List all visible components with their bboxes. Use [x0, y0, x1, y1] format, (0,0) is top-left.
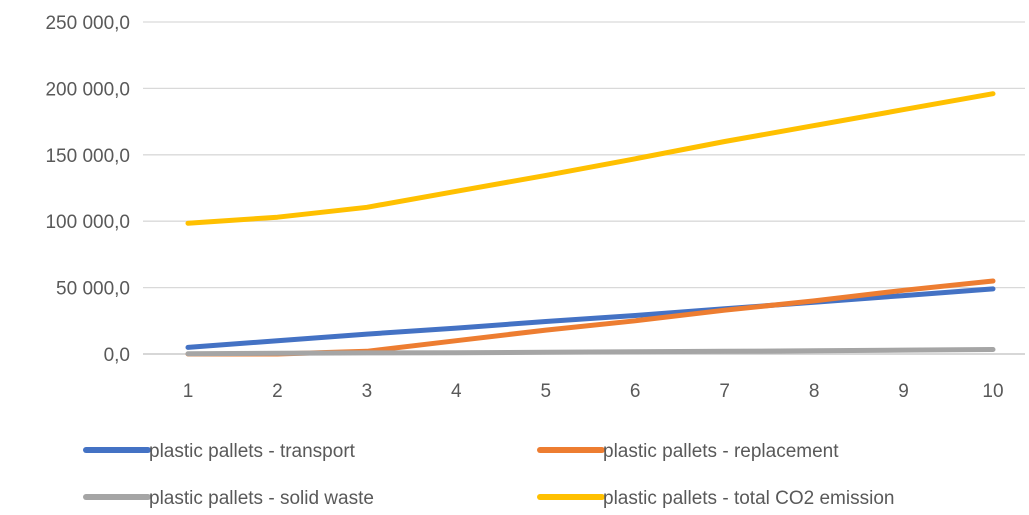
series-line-plastic-pallets-solid-waste: [185, 347, 996, 357]
x-tick-label: 1: [183, 381, 194, 402]
x-tick-label: 6: [630, 381, 641, 402]
gridlines: [143, 21, 1025, 355]
legend-label: plastic pallets - solid waste: [149, 488, 374, 509]
x-tick-label: 2: [272, 381, 283, 402]
x-tick-label: 4: [451, 381, 462, 402]
y-tick-label: 50 000,0: [56, 279, 130, 300]
y-axis-tick-labels: 0,0 50 000,0 100 000,0 150 000,0 200 000,0 25…: [45, 13, 130, 366]
y-tick-label: 0,0: [104, 345, 130, 366]
legend-label: plastic pallets - replacement: [603, 441, 839, 462]
series-lines: [185, 91, 996, 357]
x-axis-tick-labels: 1 2 3 4 5 6 7 8 9 10: [183, 381, 1004, 402]
legend-label: plastic pallets - total CO2 emission: [603, 488, 894, 509]
y-tick-label: 200 000,0: [45, 79, 130, 100]
x-tick-label: 8: [809, 381, 820, 402]
legend-label: plastic pallets - transport: [149, 441, 356, 462]
y-tick-label: 150 000,0: [45, 146, 130, 167]
y-tick-label: 100 000,0: [45, 212, 130, 233]
series-line-plastic-pallets-total-co2-emission: [185, 91, 996, 226]
x-tick-label: 9: [898, 381, 909, 402]
y-tick-label: 250 000,0: [45, 13, 130, 34]
x-tick-label: 10: [982, 381, 1003, 402]
x-tick-label: 5: [540, 381, 551, 402]
x-tick-label: 7: [719, 381, 730, 402]
legend: plastic pallets - transport plastic palle…: [83, 441, 894, 509]
x-tick-label: 3: [362, 381, 373, 402]
series-line-plastic-pallets-transport: [185, 286, 996, 350]
